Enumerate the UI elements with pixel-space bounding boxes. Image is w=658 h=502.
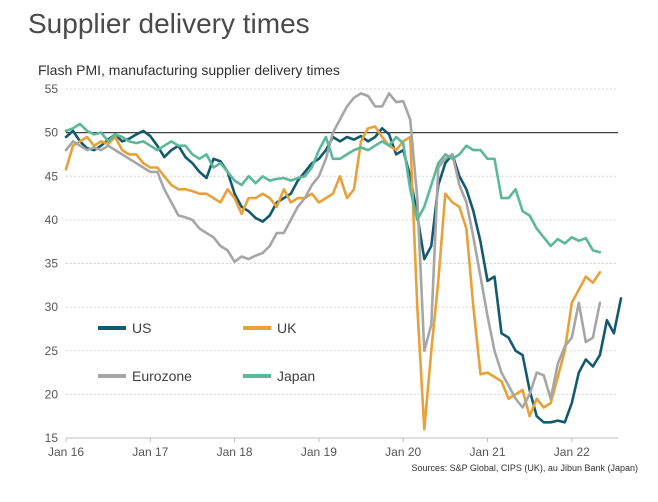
legend-label-eurozone: Eurozone: [132, 368, 192, 384]
legend: US UK Eurozone Japan: [98, 320, 315, 384]
y-tick-label: 15: [45, 431, 59, 445]
x-tick-label: Jan 18: [217, 445, 253, 459]
y-tick-label: 20: [45, 387, 59, 401]
y-tick-label: 40: [45, 213, 59, 227]
x-tick-label: Jan 21: [469, 445, 505, 459]
legend-label-japan: Japan: [277, 368, 315, 384]
x-axis-tick-labels: Jan 16 Jan 17 Jan 18 Jan 19 Jan 20 Jan 21 Jan …: [48, 438, 590, 459]
series-line-uk: [64, 125, 602, 431]
y-axis-tick-labels: 15 20 25 30 35 40 45 50 55: [45, 82, 59, 445]
x-tick-label: Jan 19: [301, 445, 337, 459]
data-series: [64, 92, 623, 431]
x-tick-label: Jan 20: [385, 445, 421, 459]
series-line-japan: [64, 122, 602, 254]
y-tick-label: 50: [45, 126, 59, 140]
legend-label-uk: UK: [277, 320, 297, 336]
chart-title: Supplier delivery times: [28, 8, 310, 39]
chart-subtitle: Flash PMI, manufacturing supplier delive…: [38, 62, 340, 78]
y-tick-label: 55: [45, 82, 59, 96]
legend-label-us: US: [132, 320, 151, 336]
x-tick-label: Jan 22: [554, 445, 590, 459]
x-tick-label: Jan 16: [48, 445, 84, 459]
y-tick-label: 30: [45, 300, 59, 314]
y-tick-label: 35: [45, 257, 59, 271]
series-line-us: [64, 127, 623, 424]
y-tick-label: 25: [45, 344, 59, 358]
x-tick-label: Jan 17: [132, 445, 168, 459]
y-tick-label: 45: [45, 169, 59, 183]
chart-source-note: Sources: S&P Global, CIPS (UK), au Jibun…: [411, 463, 638, 473]
series-line-eurozone: [64, 92, 602, 409]
